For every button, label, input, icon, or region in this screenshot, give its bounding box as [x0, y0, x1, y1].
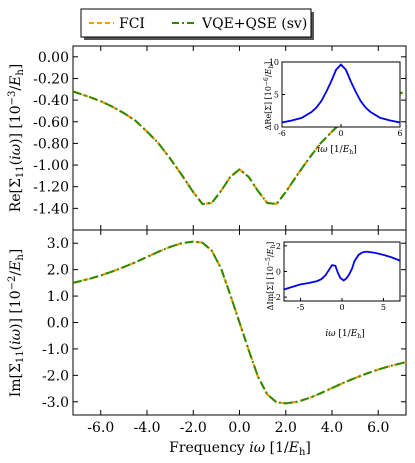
top-y-tick-label: -0.40	[33, 93, 69, 109]
top-inset-frame	[281, 61, 401, 128]
bottom-inset-y-tick-label: -2	[273, 293, 281, 302]
top-inset-x-tick-label: 6	[397, 129, 402, 138]
x-tick-label: 0.0	[228, 420, 250, 436]
bottom-ylabel: Im[Σ11(iω)] [10−2/Eh]	[7, 249, 26, 398]
top-ylabel: Re[Σ11(iω)] [10−3/Eh]	[7, 64, 26, 213]
bottom-series-fci	[73, 240, 406, 405]
bottom-series-vqe-qse	[73, 240, 406, 405]
inset-bottom-xlabel: iω [1/Eh]	[325, 329, 364, 340]
bottom-y-tick-label: -3.0	[42, 395, 69, 411]
bottom-inset-y-tick-label: 0	[276, 268, 281, 277]
x-tick-label: 2.0	[275, 420, 297, 436]
top-y-tick-label: -0.80	[33, 136, 69, 152]
inset-top-ylabel: ΔRe[Σ] [10−6/Eh]	[263, 62, 275, 131]
top-inset-x-tick-label: -6	[278, 129, 286, 138]
top-y-tick-label: -0.60	[33, 115, 69, 131]
bottom-inset-x-tick-label: 0	[339, 303, 344, 312]
top-inset-y-tick-label: 10	[269, 58, 279, 67]
inset-top-xlabel: iω [1/Eh]	[317, 145, 356, 156]
top-y-tick-label: -0.20	[33, 71, 69, 87]
legend-box	[80, 8, 312, 38]
top-inset-y-tick-label: 5	[274, 91, 279, 100]
bottom-inset-x-tick-label: -5	[297, 303, 305, 312]
bottom-y-tick-label: 2.0	[47, 263, 69, 279]
top-y-tick-label: -1.00	[33, 158, 69, 174]
bottom-inset-frame	[283, 241, 401, 302]
top-y-tick-label: 0.00	[38, 50, 69, 66]
x-tick-label: 6.0	[367, 420, 389, 436]
bottom-y-tick-label: -1.0	[42, 342, 69, 358]
top-y-tick-label: -1.20	[33, 180, 69, 196]
x-tick-label: -6.0	[87, 420, 114, 436]
x-tick-label: -2.0	[180, 420, 207, 436]
inset-bottom-ylabel: ΔIm[Σ] [10−5/Eh]	[265, 242, 277, 311]
top-series-vqe-qse	[73, 90, 406, 206]
bottom-y-tick-label: 0.0	[47, 316, 69, 332]
x-axis-label: Frequency iω [1/Eh]	[169, 440, 311, 458]
legend-label-vqe: VQE+QSE (sv)	[201, 16, 307, 32]
bottom-inset-y-tick-label: 2	[276, 242, 281, 251]
legend-label-fci: FCI	[119, 16, 145, 32]
x-tick-label: -4.0	[134, 420, 161, 436]
bottom-y-tick-label: 3.0	[47, 236, 69, 252]
legend: FCI VQE+QSE (sv)	[80, 8, 314, 40]
bottom-y-tick-label: 1.0	[47, 289, 69, 305]
top-inset-series	[282, 63, 400, 124]
top-inset-x-tick-label: 0	[338, 129, 343, 138]
top-inset-y-tick-label: 0	[274, 123, 279, 132]
bottom-inset-series	[284, 250, 400, 291]
top-y-tick-label: -1.40	[33, 201, 69, 217]
bottom-y-tick-label: -2.0	[42, 368, 69, 384]
x-tick-label: 4.0	[321, 420, 343, 436]
bottom-inset-x-tick-label: 5	[381, 303, 386, 312]
